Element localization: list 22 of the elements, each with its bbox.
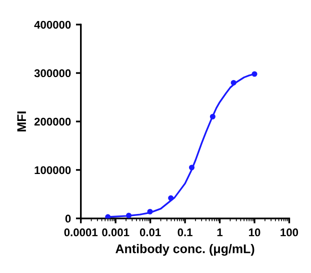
x-axis-title: Antibody conc. (μg/mL) (116, 244, 254, 256)
y-axis-title: MFI (17, 112, 26, 132)
point (188, 164, 195, 170)
x-tick-label: 1 (217, 228, 223, 236)
point (210, 114, 216, 120)
point (168, 195, 174, 201)
x-tick-label: 0.01 (140, 228, 161, 236)
x-tick-label: 10 (249, 228, 260, 236)
point (230, 80, 236, 86)
y-tick-label: 0 (65, 214, 71, 223)
point (105, 214, 111, 218)
y-tick-label: 100000 (34, 166, 71, 174)
point (126, 212, 132, 218)
y-tick-label: 200000 (34, 118, 71, 126)
y-tick-label: 400000 (34, 20, 71, 29)
x-tick-label: 0.0001 (64, 228, 98, 236)
x-tick-label: 0.1 (178, 228, 192, 236)
x-tick-label: 0.001 (102, 228, 130, 236)
point (252, 71, 258, 77)
point (147, 208, 153, 214)
y-tick-label: 300000 (34, 69, 71, 78)
x-tick-label: 100 (280, 228, 298, 236)
